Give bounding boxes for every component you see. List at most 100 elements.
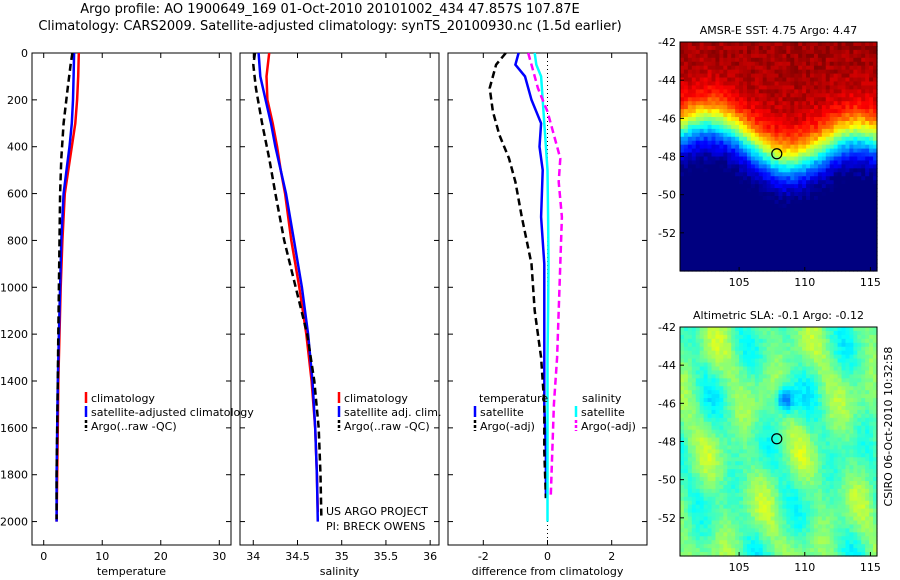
map-cell — [715, 421, 720, 427]
map-cell — [739, 520, 744, 526]
map-cell — [810, 49, 815, 55]
map-cell — [703, 223, 709, 229]
map-cell — [703, 176, 709, 181]
map-cell — [723, 425, 728, 431]
map-cell — [861, 140, 866, 146]
map-cell — [841, 243, 847, 248]
map-cell — [719, 378, 724, 383]
map-cell — [829, 93, 835, 98]
map-cell — [746, 496, 752, 502]
map-cell — [794, 160, 799, 165]
map-cell — [802, 77, 807, 83]
map-cell — [731, 235, 736, 241]
map-cell — [798, 144, 803, 150]
map-cell — [829, 73, 835, 79]
map-cell — [869, 117, 874, 122]
map-cell — [806, 65, 811, 71]
map-cell — [750, 57, 756, 63]
map-cell — [691, 405, 697, 411]
map-cell — [825, 188, 831, 193]
map-cell — [735, 409, 740, 415]
map-cell — [841, 132, 847, 138]
map-cell — [683, 437, 689, 443]
map-cell — [711, 267, 717, 272]
map-cell — [794, 128, 799, 134]
map-cell — [841, 247, 847, 252]
map-cell — [778, 235, 784, 241]
map-cell — [746, 101, 752, 106]
map-cell — [687, 552, 693, 557]
map-cell — [857, 101, 862, 106]
map-cell — [699, 437, 705, 443]
map-cell — [739, 358, 744, 364]
map-cell — [695, 548, 701, 553]
map-cell — [695, 465, 701, 470]
map-cell — [817, 124, 823, 130]
map-cell — [774, 239, 780, 244]
map-cell — [746, 239, 752, 244]
map-cell — [821, 176, 827, 181]
map-cell — [782, 429, 787, 435]
map-cell — [806, 342, 811, 348]
map-cell — [778, 124, 784, 130]
map-cell — [746, 504, 752, 510]
map-cell — [715, 239, 720, 244]
map-cell — [699, 504, 705, 510]
map-cell — [861, 89, 866, 94]
map-cell — [762, 77, 768, 83]
map-cell — [680, 203, 685, 209]
map-cell — [735, 259, 740, 264]
map-cell — [727, 176, 732, 181]
map-cell — [703, 267, 709, 272]
map-cell — [680, 259, 685, 264]
map-cell — [798, 168, 803, 173]
map-cell — [707, 223, 713, 229]
map-cell — [758, 97, 764, 102]
map-cell — [806, 223, 811, 229]
map-cell — [825, 231, 831, 237]
map-cell — [857, 132, 862, 138]
map-cell — [770, 267, 776, 272]
map-cell — [806, 140, 811, 146]
map-cell — [703, 425, 709, 431]
map-cell — [774, 113, 780, 118]
map-cell — [837, 65, 843, 71]
map-cell — [739, 45, 744, 51]
map-cell — [790, 402, 795, 407]
map-cell — [743, 192, 748, 197]
map-cell — [810, 192, 815, 197]
map-cell — [806, 148, 811, 154]
map-cell — [778, 413, 784, 419]
map-cell — [806, 215, 811, 221]
map-cell — [750, 195, 756, 201]
map-cell — [810, 184, 815, 189]
map-cell — [806, 484, 811, 490]
map-cell — [758, 512, 764, 518]
map-cell — [845, 172, 851, 177]
map-cell — [766, 536, 772, 541]
map-cell — [825, 105, 831, 110]
map-cell — [723, 362, 728, 368]
map-cell — [790, 101, 795, 106]
map-cell — [798, 354, 803, 360]
map-cell — [841, 128, 847, 134]
map-cell — [707, 136, 713, 142]
map-cell — [778, 402, 784, 407]
map-cell — [750, 480, 756, 486]
map-cell — [743, 354, 748, 360]
map-cell — [731, 152, 736, 158]
map-cell — [865, 231, 870, 237]
map-cell — [766, 477, 772, 482]
map-cell — [782, 469, 787, 474]
map-cell — [806, 417, 811, 423]
map-cell — [774, 469, 780, 474]
map-cell — [810, 69, 815, 75]
map-cell — [837, 172, 843, 177]
map-cell — [778, 152, 784, 158]
map-cell — [778, 231, 784, 237]
map-cell — [699, 378, 705, 383]
map-cell — [794, 235, 799, 241]
map-cell — [695, 433, 701, 439]
map-cell — [739, 247, 744, 252]
map-cell — [782, 477, 787, 482]
